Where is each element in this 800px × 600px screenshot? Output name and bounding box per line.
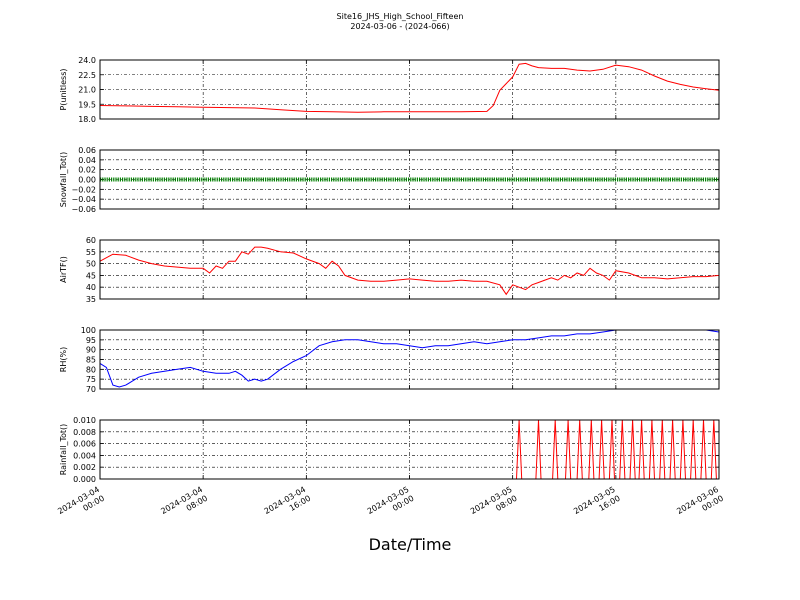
panels: 18.019.521.022.524.0P(unitless)−0.06−0.0…	[59, 56, 720, 484]
y-tick-label: 0.00	[78, 176, 96, 185]
y-tick-label: 0.02	[78, 166, 96, 175]
axes-frame	[99, 149, 720, 210]
y-tick-label: 55	[86, 248, 96, 257]
y-tick-label: −0.04	[71, 195, 96, 204]
y-tick-label: 35	[86, 295, 96, 304]
x-tick-label: 2024-03-0516:00	[572, 485, 622, 525]
axes-frame	[99, 419, 720, 480]
y-tick-label: 90	[86, 346, 96, 355]
y-tick-label: 22.5	[78, 71, 96, 80]
x-tick-label: 2024-03-0500:00	[366, 485, 416, 525]
axes-frame	[99, 59, 720, 120]
x-tick-label: 2024-03-0408:00	[159, 485, 209, 525]
y-axis-label: Snowfall_Tot()	[59, 152, 68, 208]
panel-1: −0.06−0.04−0.020.000.020.040.06 Snowfall_…	[59, 146, 720, 214]
y-tick-label: 80	[86, 365, 96, 374]
y-tick-label: 45	[86, 271, 96, 280]
figure-title: Site16_JHS_High_School_Fifteen	[337, 12, 464, 21]
y-tick-label: 100	[81, 326, 96, 335]
y-tick-label: 19.5	[78, 100, 96, 109]
y-tick-label: 60	[86, 236, 96, 245]
y-tick-label: 50	[86, 260, 96, 269]
y-tick-label: 0.006	[73, 440, 96, 449]
y-tick-label: 70	[86, 385, 96, 394]
y-tick-label: 40	[86, 283, 96, 292]
y-axis-label: AirTF()	[59, 256, 68, 283]
x-tick-label: 2024-03-0416:00	[263, 485, 313, 525]
y-axis-label: Rainfall_Tot()	[59, 424, 68, 476]
y-tick-label: 0.010	[73, 416, 96, 425]
x-tick-label: 2024-03-0508:00	[469, 485, 519, 525]
y-tick-label: −0.06	[71, 205, 96, 214]
series-line	[99, 246, 720, 296]
y-tick-label: 24.0	[78, 56, 96, 65]
y-tick-label: −0.02	[71, 185, 96, 194]
y-tick-label: 0.06	[78, 146, 96, 155]
y-tick-label: 0.008	[73, 428, 96, 437]
x-axis-title: Date/Time	[369, 535, 452, 554]
y-tick-label: 95	[86, 336, 96, 345]
figure-subtitle: 2024-03-06 - (2024-066)	[350, 22, 449, 31]
y-tick-label: 0.000	[73, 475, 96, 484]
y-tick-label: 21.0	[78, 86, 96, 95]
x-tick-labels: 2024-03-0400:00 2024-03-0408:00 2024-03-04…	[56, 485, 725, 525]
axes-frame	[99, 239, 720, 300]
panel-0: 18.0 19.5 21.0 22.5 24.0 P(unitless)	[59, 56, 720, 124]
y-axis-label: RH(%)	[59, 347, 68, 372]
y-tick-label: 0.004	[73, 451, 96, 460]
series-line	[99, 62, 720, 113]
series-line	[99, 329, 720, 388]
panel-4: 0.000 0.002 0.004 0.006 0.008 0.010 Rainfall_T…	[59, 416, 720, 484]
y-tick-label: 75	[86, 375, 96, 384]
y-axis-label: P(unitless)	[59, 68, 68, 110]
y-tick-label: 0.002	[73, 463, 96, 472]
y-tick-label: 18.0	[78, 115, 96, 124]
panel-2: 35 40 45 50 55 60 AirTF()	[59, 236, 720, 304]
y-tick-label: 0.04	[78, 156, 96, 165]
x-tick-label: 2024-03-0600:00	[675, 485, 725, 525]
x-tick-label: 2024-03-0400:00	[56, 485, 106, 525]
axes-frame	[99, 329, 720, 390]
y-tick-label: 85	[86, 356, 96, 365]
